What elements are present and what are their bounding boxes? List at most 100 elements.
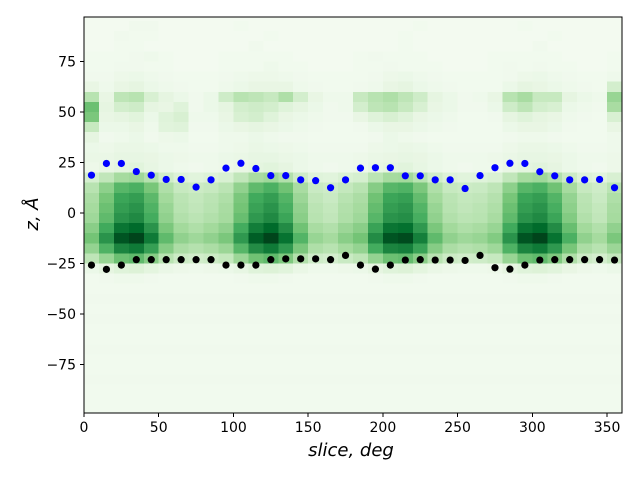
heatmap-cell: [128, 263, 145, 275]
y-axis-label: z, Å: [21, 197, 43, 231]
heatmap-cell: [442, 152, 459, 163]
heatmap-cell: [188, 142, 205, 153]
heatmap-cell: [143, 202, 160, 214]
heatmap-cell: [128, 334, 145, 345]
heatmap-cell: [278, 233, 294, 244]
heatmap-cell: [353, 202, 369, 214]
heatmap-cell: [203, 51, 219, 62]
heatmap-cell: [382, 364, 399, 376]
heatmap-cell: [113, 364, 130, 376]
heatmap-cell: [353, 152, 369, 163]
heatmap-cell: [517, 172, 533, 184]
heatmap-cell: [248, 314, 264, 325]
heatmap-cell: [547, 41, 563, 52]
heatmap-cell: [263, 192, 279, 204]
heatmap-cell: [547, 394, 563, 406]
heatmap-cell: [353, 273, 369, 285]
heatmap-cell: [203, 152, 219, 163]
heatmap-cell: [308, 303, 324, 315]
upper-surface-point: [87, 171, 96, 179]
heatmap-cell: [128, 303, 145, 315]
heatmap-cell: [547, 293, 563, 305]
heatmap-cell: [323, 111, 339, 123]
heatmap-cell: [412, 273, 429, 285]
heatmap-cell: [218, 293, 234, 305]
heatmap-cell: [502, 162, 518, 174]
heatmap-cell: [547, 111, 563, 123]
heatmap-cell: [113, 223, 130, 234]
heatmap-cell: [562, 17, 578, 22]
heatmap-cell: [353, 283, 369, 295]
heatmap-cell: [233, 81, 249, 93]
heatmap-cell: [442, 41, 459, 52]
heatmap-cell: [487, 324, 503, 335]
y-tick-label: 25: [58, 155, 76, 171]
heatmap-cell: [128, 212, 145, 224]
heatmap-cell: [397, 404, 414, 414]
heatmap-cell: [382, 21, 399, 32]
heatmap-cell: [323, 374, 339, 386]
heatmap-cell: [308, 152, 324, 163]
heatmap-cell: [472, 293, 488, 305]
heatmap-cell: [338, 91, 354, 103]
heatmap-cell: [547, 192, 563, 204]
heatmap-cell: [382, 324, 399, 335]
heatmap-cell: [562, 233, 578, 244]
lower-surface-points: [87, 251, 619, 273]
heatmap-cell: [128, 111, 145, 123]
heatmap-cell: [173, 374, 190, 386]
heatmap-cell: [323, 41, 339, 52]
heatmap-cell: [532, 223, 548, 234]
heatmap-cell: [397, 17, 414, 22]
heatmap-cell: [218, 233, 234, 244]
heatmap-cell: [487, 31, 503, 42]
heatmap-cell: [158, 354, 175, 366]
heatmap-cell: [173, 192, 190, 204]
heatmap-cell: [308, 21, 324, 32]
heatmap-cell: [457, 31, 474, 42]
heatmap-cell: [562, 31, 578, 42]
heatmap-cell: [607, 324, 623, 335]
heatmap-cell: [487, 384, 503, 396]
heatmap-cell: [607, 142, 623, 153]
heatmap-cell: [338, 192, 354, 204]
heatmap-cell: [442, 344, 459, 355]
heatmap-cell: [278, 293, 294, 305]
heatmap-cell: [442, 182, 459, 194]
heatmap-cell: [218, 122, 234, 133]
heatmap-cell: [308, 324, 324, 335]
heatmap-cell: [442, 283, 459, 295]
heatmap-cell: [547, 223, 563, 234]
heatmap-cell: [607, 334, 623, 345]
heatmap-cell: [562, 243, 578, 254]
heatmap-cell: [487, 101, 503, 113]
heatmap-cell: [248, 172, 264, 184]
heatmap-cell: [323, 384, 339, 396]
heatmap-cell: [532, 283, 548, 295]
heatmap-cell: [607, 263, 623, 275]
heatmap-cell: [98, 91, 115, 103]
heatmap-cell: [412, 223, 429, 234]
heatmap-cell: [323, 202, 339, 214]
heatmap-cell: [128, 81, 145, 93]
heatmap-cell: [323, 122, 339, 133]
heatmap-cell: [338, 293, 354, 305]
heatmap-cell: [412, 152, 429, 163]
heatmap-cell: [293, 71, 309, 83]
heatmap-cell: [353, 314, 369, 325]
heatmap-cell: [84, 263, 100, 275]
heatmap-cell: [203, 61, 219, 73]
upper-surface-point: [581, 176, 589, 184]
heatmap-cell: [323, 172, 339, 184]
heatmap-cell: [502, 111, 518, 123]
heatmap-cell: [487, 202, 503, 214]
heatmap-cell: [412, 192, 429, 204]
heatmap-cell: [233, 172, 249, 184]
heatmap-cell: [218, 273, 234, 285]
heatmap-cell: [233, 283, 249, 295]
heatmap-cell: [562, 162, 578, 174]
heatmap-cell: [233, 273, 249, 285]
heatmap-cell: [397, 81, 414, 93]
heatmap-cell: [278, 344, 294, 355]
heatmap-cell: [113, 152, 130, 163]
